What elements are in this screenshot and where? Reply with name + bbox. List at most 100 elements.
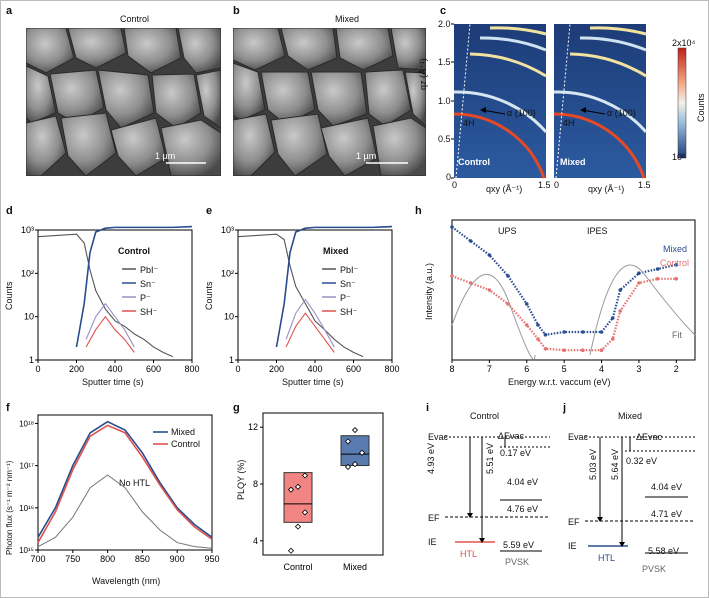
h-point-0-2: [487, 253, 492, 257]
h-point-0-5: [536, 323, 540, 327]
colorbar-bottom: 10²: [672, 152, 686, 162]
e-legend-sn: Sn⁻: [340, 279, 356, 289]
energy-diagram-control: [445, 436, 550, 552]
h-legend-fit: Fit: [672, 330, 682, 340]
d-series-1: [75, 225, 193, 348]
panel-i-letter: i: [426, 402, 430, 414]
g-point-0-0: [287, 547, 295, 554]
j-title: Mixed: [618, 411, 643, 421]
panel-d-letter: d: [6, 205, 13, 217]
h-point-1-8: [581, 348, 585, 352]
d-title: Control: [118, 246, 150, 256]
h-series-0: [451, 226, 677, 336]
e-series-1: [275, 225, 393, 348]
f-series-1: [37, 424, 213, 543]
panel-e-letter: e: [206, 205, 213, 217]
e-legend-sh: SH⁻: [340, 307, 358, 317]
g-point-0-2: [301, 509, 309, 516]
i-pvsk: PVSK: [505, 557, 530, 567]
h-point-0-3: [506, 274, 510, 278]
g-ylabel: PLQY (%): [236, 459, 246, 500]
f-label-nohtl: No HTL: [119, 478, 151, 488]
d-legend-sh: SH⁻: [140, 307, 158, 317]
h-point-1-6: [543, 347, 548, 351]
h-ups: UPS: [498, 226, 517, 236]
h-point-1-1: [468, 281, 473, 285]
c-xtick-right-15: 1.5: [638, 180, 651, 190]
colorbar-top: 2x10⁴: [672, 38, 696, 48]
f-ytick-label-18: 10¹⁸: [19, 419, 34, 428]
f-xtick-label-750: 750: [65, 554, 80, 564]
e-legend-pbi: PbI⁻: [340, 265, 359, 275]
d-ytick-label-1: 10²: [21, 268, 34, 278]
h-xtick-label-5: 5: [562, 364, 567, 374]
h-point-0-12: [637, 271, 641, 275]
ups-ipes-plot: 8 7 6 5 4 3 2: [449, 219, 696, 374]
f-xlabel: Wavelength (nm): [92, 576, 161, 586]
d-xtick-label-800: 800: [184, 364, 199, 374]
panel-h-letter: h: [415, 205, 422, 217]
j-val-471: 4.71 eV: [651, 509, 683, 519]
h-xtick-label-2: 2: [674, 364, 679, 374]
f-xtick-label-800: 800: [100, 554, 115, 564]
g-point-0-3: [287, 486, 295, 493]
i-val-476: 4.76 eV: [507, 504, 539, 514]
panel-j-letter: j: [563, 402, 567, 414]
c-annot-alpha-left: α (100): [507, 108, 536, 118]
h-point-0-8: [581, 330, 585, 334]
h-point-1-9: [599, 348, 604, 352]
h-xtick-label-6: 6: [524, 364, 529, 374]
g-point-1-1: [351, 461, 359, 468]
panel-c-letter: c: [440, 5, 447, 17]
c-xtick-left-15: 1.5: [538, 180, 551, 190]
g-ytick-label-12: 12: [248, 422, 258, 432]
h-point-0-6: [543, 333, 548, 337]
d-xtick-label-600: 600: [146, 364, 161, 374]
e-xtick-label-600: 600: [346, 364, 361, 374]
f-xtick-label-850: 850: [135, 554, 150, 564]
i-evac: Evac: [428, 432, 449, 442]
h-point-1-4: [524, 323, 529, 327]
h-point-1-10: [610, 337, 615, 341]
h-point-1-5: [536, 337, 540, 341]
e-xtick-label-0: 0: [235, 364, 240, 374]
i-val-551: 5.51 eV: [485, 442, 495, 474]
i-title: Control: [470, 411, 500, 421]
f-legend-control: Control: [171, 439, 201, 449]
d-xtick-label-0: 0: [35, 364, 40, 374]
g-point-0-5: [301, 472, 309, 479]
j-htl: HTL: [598, 553, 616, 563]
j-val-503: 5.03 eV: [588, 448, 598, 480]
e-title: Mixed: [323, 246, 349, 256]
panel-a-scalebar: 1 µm: [155, 151, 176, 161]
h-point-0-11: [618, 288, 623, 292]
h-fit-ipes: [589, 264, 696, 356]
c-ytick-20: 2.0: [438, 19, 451, 29]
f-ytick-label-16: 10¹⁶: [19, 504, 34, 513]
e-ytick-label-1: 10²: [221, 268, 234, 278]
tof-sims-mixed: 0 200 400 600 800 10³ 10² 10 1: [221, 225, 400, 374]
c-annot-4h-right: 4H: [563, 118, 575, 128]
tof-sims-control: 0 200 400 600 800 10³ 10² 10 1: [21, 225, 200, 374]
f-xtick-label-900: 900: [170, 554, 185, 564]
c-xlabel-right: qxy (Å⁻¹): [588, 184, 625, 194]
h-xlabel: Energy w.r.t. vaccum (eV): [508, 377, 611, 387]
c-xtick-right-0: 0: [554, 180, 560, 190]
panel-b-scalebar: 1 µm: [356, 151, 377, 161]
h-point-0-7: [562, 330, 566, 334]
f-ylabel: Photon flux (s⁻¹ m⁻² nm⁻¹): [5, 460, 14, 555]
f-series-0: [37, 420, 213, 538]
h-fit-ups: [451, 273, 536, 360]
giwaxs-panel: [451, 23, 687, 179]
g-box-0: [283, 472, 313, 523]
h-point-1-0: [450, 274, 454, 278]
i-ef: EF: [428, 513, 440, 523]
h-xtick-label-4: 4: [599, 364, 604, 374]
g-point-1-2: [358, 449, 366, 456]
d-frame: [37, 229, 193, 361]
g-point-0-1: [294, 523, 302, 530]
panel-b-letter: b: [233, 5, 240, 17]
g-point-1-0: [344, 463, 352, 471]
c-xtick-left-0: 0: [452, 180, 458, 190]
c-annot-4h-left: 4H: [463, 118, 475, 128]
